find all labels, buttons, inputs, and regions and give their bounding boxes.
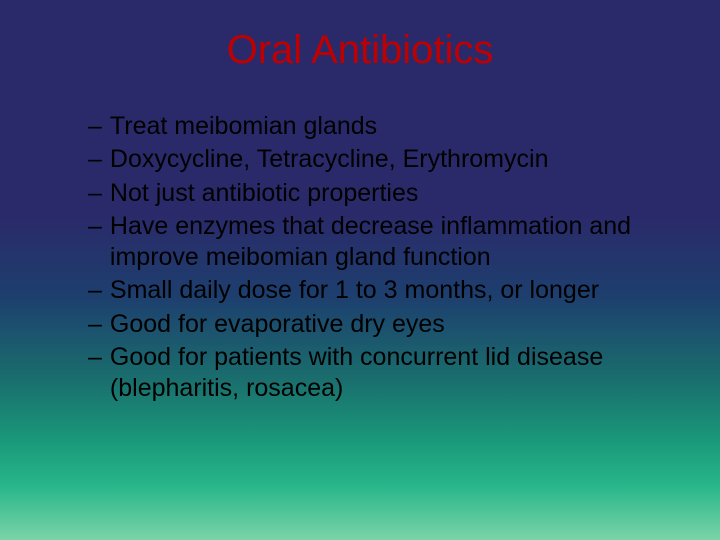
bullet-text: Doxycycline, Tetracycline, Erythromycin	[110, 144, 549, 175]
list-item: – Small daily dose for 1 to 3 months, or…	[88, 275, 670, 306]
list-item: – Not just antibiotic properties	[88, 178, 670, 209]
bullet-dash: –	[88, 178, 102, 209]
list-item: – Treat meibomian glands	[88, 111, 670, 142]
bullet-text: Good for patients with concurrent lid di…	[110, 342, 670, 405]
bullet-dash: –	[88, 275, 102, 306]
list-item: – Good for patients with concurrent lid …	[88, 342, 670, 405]
bullet-dash: –	[88, 144, 102, 175]
bullet-text: Small daily dose for 1 to 3 months, or l…	[110, 275, 599, 306]
slide: Oral Antibiotics – Treat meibomian gland…	[0, 0, 720, 540]
bullet-dash: –	[88, 342, 102, 373]
bullet-dash: –	[88, 111, 102, 142]
bullet-text: Treat meibomian glands	[110, 111, 377, 142]
bullet-text: Not just antibiotic properties	[110, 178, 418, 209]
bullet-text: Good for evaporative dry eyes	[110, 309, 445, 340]
list-item: – Good for evaporative dry eyes	[88, 309, 670, 340]
list-item: – Have enzymes that decrease inflammatio…	[88, 211, 670, 274]
slide-title: Oral Antibiotics	[0, 28, 720, 73]
bullet-list: – Treat meibomian glands – Doxycycline, …	[0, 111, 720, 404]
bullet-text: Have enzymes that decrease inflammation …	[110, 211, 670, 274]
bullet-dash: –	[88, 211, 102, 242]
list-item: – Doxycycline, Tetracycline, Erythromyci…	[88, 144, 670, 175]
bullet-dash: –	[88, 309, 102, 340]
